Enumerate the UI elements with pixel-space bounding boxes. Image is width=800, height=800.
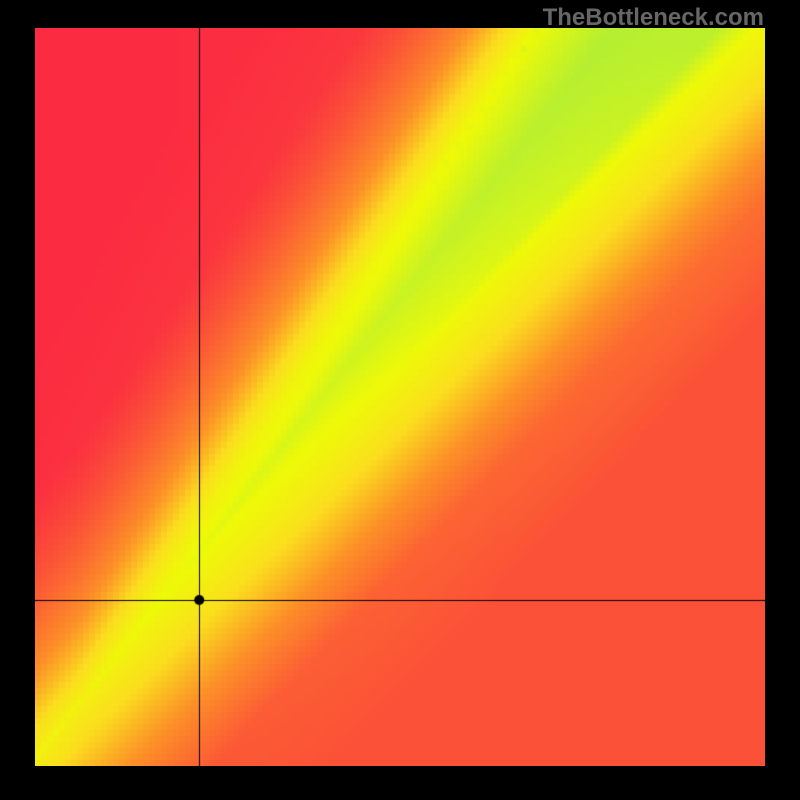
chart-container: TheBottleneck.com [0,0,800,800]
watermark-text: TheBottleneck.com [543,4,764,32]
bottleneck-heatmap [35,28,765,766]
